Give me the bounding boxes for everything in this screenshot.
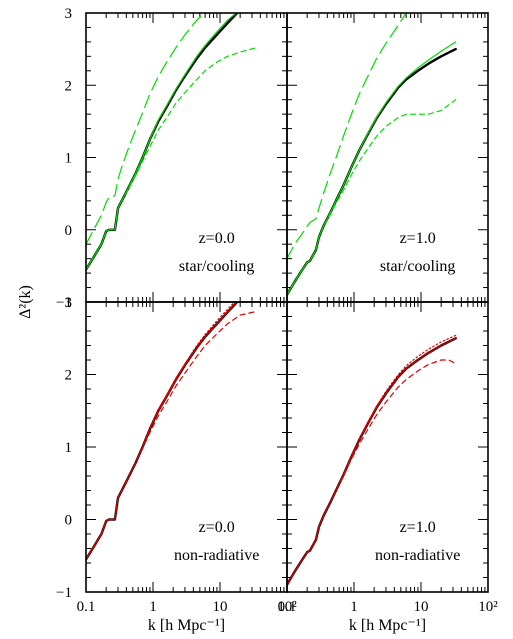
y-tick-label: −1 xyxy=(56,585,72,601)
series-group-bottom-right xyxy=(287,334,457,586)
series-group-top-right xyxy=(287,13,457,296)
y-tick-label: 2 xyxy=(65,368,73,384)
x-tick-label: 10 xyxy=(414,599,429,615)
panel-label-redshift: z=0.0 xyxy=(199,230,235,247)
panel-frame-bottom-right xyxy=(286,301,489,593)
panel-label-physics: star/cooling xyxy=(179,258,255,275)
y-tick-label: 0 xyxy=(65,223,73,239)
x-tick-label: 0.1 xyxy=(278,599,297,615)
x-tick-label: 10² xyxy=(277,599,297,615)
frame-layer xyxy=(85,12,489,593)
x-tick-label: 10 xyxy=(213,599,228,615)
panel-label-redshift: z=1.0 xyxy=(400,230,436,247)
y-tick-label: 1 xyxy=(65,151,73,167)
x-tick-label: 10² xyxy=(478,599,498,615)
x-axis-label: k [h Mpc⁻¹] xyxy=(349,617,426,634)
panel-ticks-bottom-left xyxy=(86,302,287,592)
y-tick-label: 3 xyxy=(65,295,73,311)
y-axis-label: Δ²(k) xyxy=(17,285,34,319)
panels-layer xyxy=(86,13,488,592)
y-tick-label: −1 xyxy=(56,295,72,311)
y-tick-label: 3 xyxy=(65,6,73,22)
x-tick-label: 0.1 xyxy=(77,599,96,615)
panel-label-physics: non-radiative xyxy=(174,547,259,564)
series-line-top-right-2 xyxy=(287,99,457,296)
series-group-top-left xyxy=(86,13,258,271)
series-group-bottom-left xyxy=(86,302,258,561)
panel-label-physics: non-radiative xyxy=(375,547,460,564)
series-line-top-left-3 xyxy=(86,13,205,245)
series-line-top-right-3 xyxy=(287,13,407,260)
series-layer xyxy=(86,13,457,586)
panel-label-physics: star/cooling xyxy=(380,258,456,275)
x-tick-label: 1 xyxy=(350,599,358,615)
x-tick-label: 1 xyxy=(149,599,157,615)
series-line-top-left-2 xyxy=(86,47,258,271)
panel-ticks-top-right xyxy=(287,13,488,302)
x-axis-label: k [h Mpc⁻¹] xyxy=(148,617,225,634)
panel-ticks-top-left xyxy=(86,13,287,302)
y-tick-label: 0 xyxy=(65,513,73,529)
panel-ticks-bottom-right xyxy=(287,302,488,592)
panel-label-redshift: z=0.0 xyxy=(199,519,235,536)
y-tick-label: 1 xyxy=(65,440,73,456)
panel-label-redshift: z=1.0 xyxy=(400,519,436,536)
series-line-bottom-left-3 xyxy=(86,310,258,560)
y-tick-label: 2 xyxy=(65,78,73,94)
text-layer: z=0.0 star/cooling z=1.0 star/cooling z=0.0 n… xyxy=(17,6,498,634)
series-line-bottom-right-3 xyxy=(287,359,457,586)
